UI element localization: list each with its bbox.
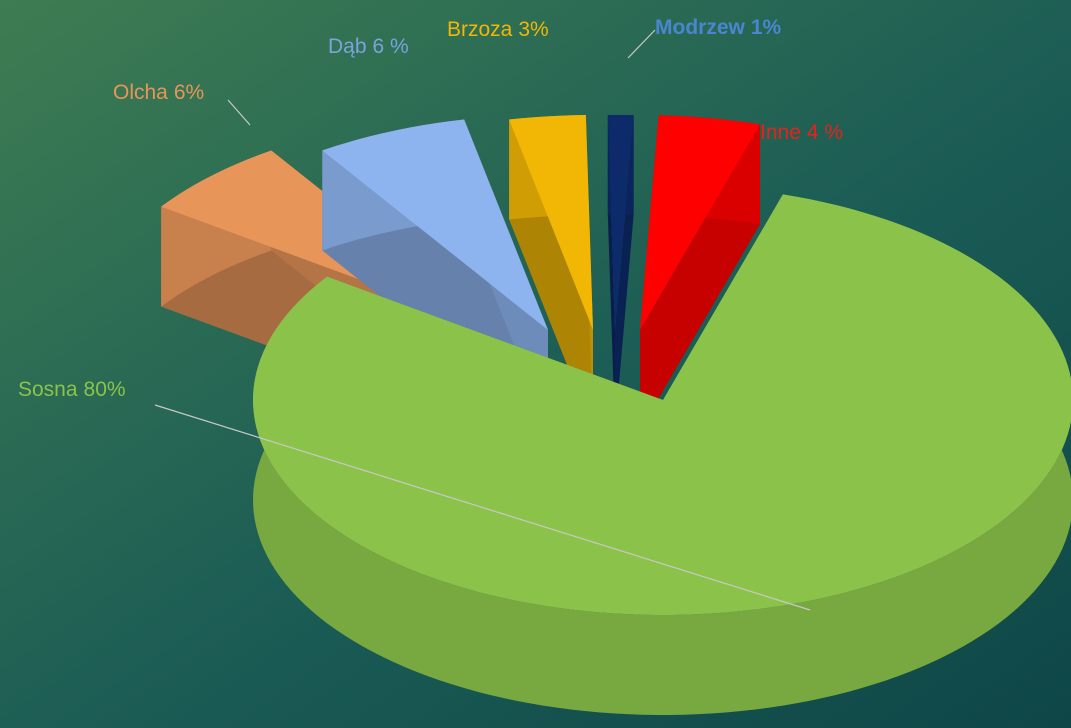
label-value: 80% [84, 378, 126, 401]
slice [607, 115, 634, 431]
label-value: 3% [518, 18, 548, 41]
leader-line [627, 29, 656, 59]
label-name: Modrzew [655, 16, 746, 39]
leader-line [227, 99, 251, 126]
labels: Inne 4 % Sosna 80% Olcha 6% Dąb 6 % Brzoza 3% Modr… [18, 16, 843, 401]
slice [509, 115, 593, 430]
label-value: 4 % [807, 121, 843, 144]
slice-top [322, 119, 548, 330]
label-value: 6 % [373, 35, 409, 58]
data-label: Inne 4 % [760, 121, 843, 144]
label-name: Sosna [18, 378, 78, 401]
pie [161, 115, 1071, 715]
label-name: Inne [760, 121, 801, 144]
label-name: Olcha [113, 81, 168, 104]
slice-top [607, 115, 634, 330]
slice [640, 115, 760, 431]
data-label: Olcha 6% [113, 81, 204, 104]
slice-top [640, 115, 760, 330]
data-label: Brzoza 3% [447, 18, 549, 41]
slice-top [509, 115, 593, 330]
label-value: 1% [751, 16, 782, 39]
label-value: 6% [174, 81, 204, 104]
label-name: Dąb [328, 35, 367, 58]
data-label: Dąb 6 % [328, 35, 409, 58]
data-label: Sosna 80% [18, 378, 126, 401]
slice [253, 194, 1071, 715]
slice-top [253, 194, 1071, 615]
label-name: Brzoza [447, 18, 513, 41]
data-label: Modrzew 1% [655, 16, 782, 39]
leader-line [154, 404, 811, 611]
